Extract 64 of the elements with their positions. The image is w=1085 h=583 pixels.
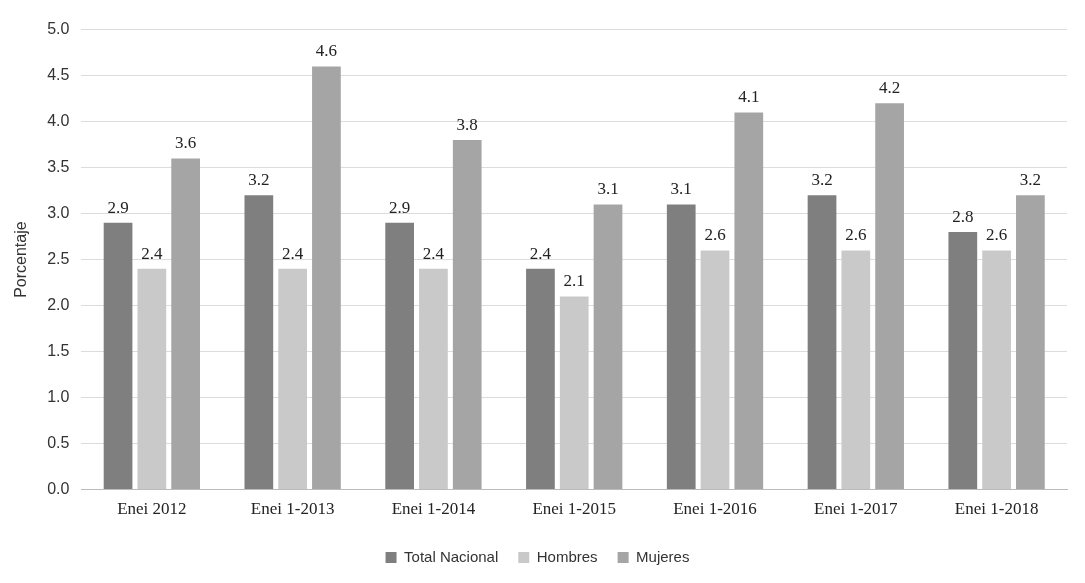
data-label: 4.1: [738, 87, 760, 107]
bar: [666, 204, 696, 490]
data-label: 2.4: [141, 243, 163, 263]
bar: [700, 250, 730, 490]
y-tick-label: 1.0: [47, 388, 70, 406]
data-label: 4.2: [878, 78, 901, 98]
x-tick-label: Enei 2012: [117, 499, 187, 519]
data-label: 2.9: [107, 197, 129, 217]
bar: [807, 195, 837, 490]
data-label: 3.2: [1019, 170, 1042, 190]
bar: [593, 204, 623, 490]
y-tick-label: 0.0: [47, 480, 70, 498]
bar: [312, 66, 341, 490]
bar: [982, 250, 1011, 490]
x-tick-label: Enei 1-2015: [532, 499, 617, 519]
x-tick-label: Enei 1-2017: [814, 499, 899, 519]
x-tick-label: Enei 1-2013: [250, 499, 335, 519]
data-label: 3.1: [597, 179, 619, 199]
x-tick-label: Enei 1-2016: [673, 499, 757, 519]
data-label: 2.6: [845, 225, 867, 245]
bar: [171, 158, 200, 490]
bar: [452, 140, 482, 490]
y-tick-label: 5.0: [47, 20, 70, 38]
y-tick-label: 3.5: [47, 158, 70, 176]
data-label: 2.6: [985, 225, 1008, 245]
data-label: 2.8: [952, 206, 974, 226]
y-tick-label: 2.0: [47, 296, 70, 314]
data-label: 3.2: [248, 170, 270, 190]
x-tick-label: Enei 1-2014: [391, 499, 476, 519]
data-label: 3.6: [175, 133, 197, 153]
legend-label: Hombres: [536, 547, 598, 565]
bar: [244, 195, 274, 490]
bar: [103, 222, 133, 490]
bar: [841, 250, 871, 490]
bar: [559, 296, 589, 490]
bar: [1016, 195, 1045, 490]
bar: [419, 268, 448, 490]
x-tick-label: Enei 1-2018: [954, 499, 1039, 519]
data-label: 4.6: [315, 41, 338, 61]
data-label: 2.4: [422, 243, 445, 263]
data-label: 3.2: [811, 170, 833, 190]
legend-label: Total Nacional: [404, 547, 499, 565]
bar: [948, 232, 978, 490]
bar: [734, 112, 764, 490]
y-tick-label: 4.0: [47, 112, 70, 130]
y-tick-label: 1.5: [47, 342, 70, 360]
data-label: 2.9: [389, 197, 411, 217]
bar: [278, 268, 307, 490]
bar: [385, 222, 414, 490]
bar: [526, 268, 555, 490]
data-label: 3.1: [670, 179, 692, 199]
data-label: 2.6: [704, 225, 726, 245]
data-label: 3.8: [456, 114, 478, 134]
y-tick-label: 4.5: [47, 66, 70, 84]
bar: [875, 103, 904, 490]
data-label: 2.4: [282, 243, 304, 263]
y-tick-label: 3.0: [47, 204, 70, 222]
y-axis-title: Porcentaje: [12, 221, 30, 298]
data-label: 2.4: [529, 243, 552, 263]
y-tick-label: 0.5: [47, 434, 70, 452]
legend-label: Mujeres: [636, 547, 690, 565]
bar: [137, 268, 167, 490]
y-tick-label: 2.5: [47, 250, 70, 268]
data-label: 2.1: [563, 271, 585, 291]
